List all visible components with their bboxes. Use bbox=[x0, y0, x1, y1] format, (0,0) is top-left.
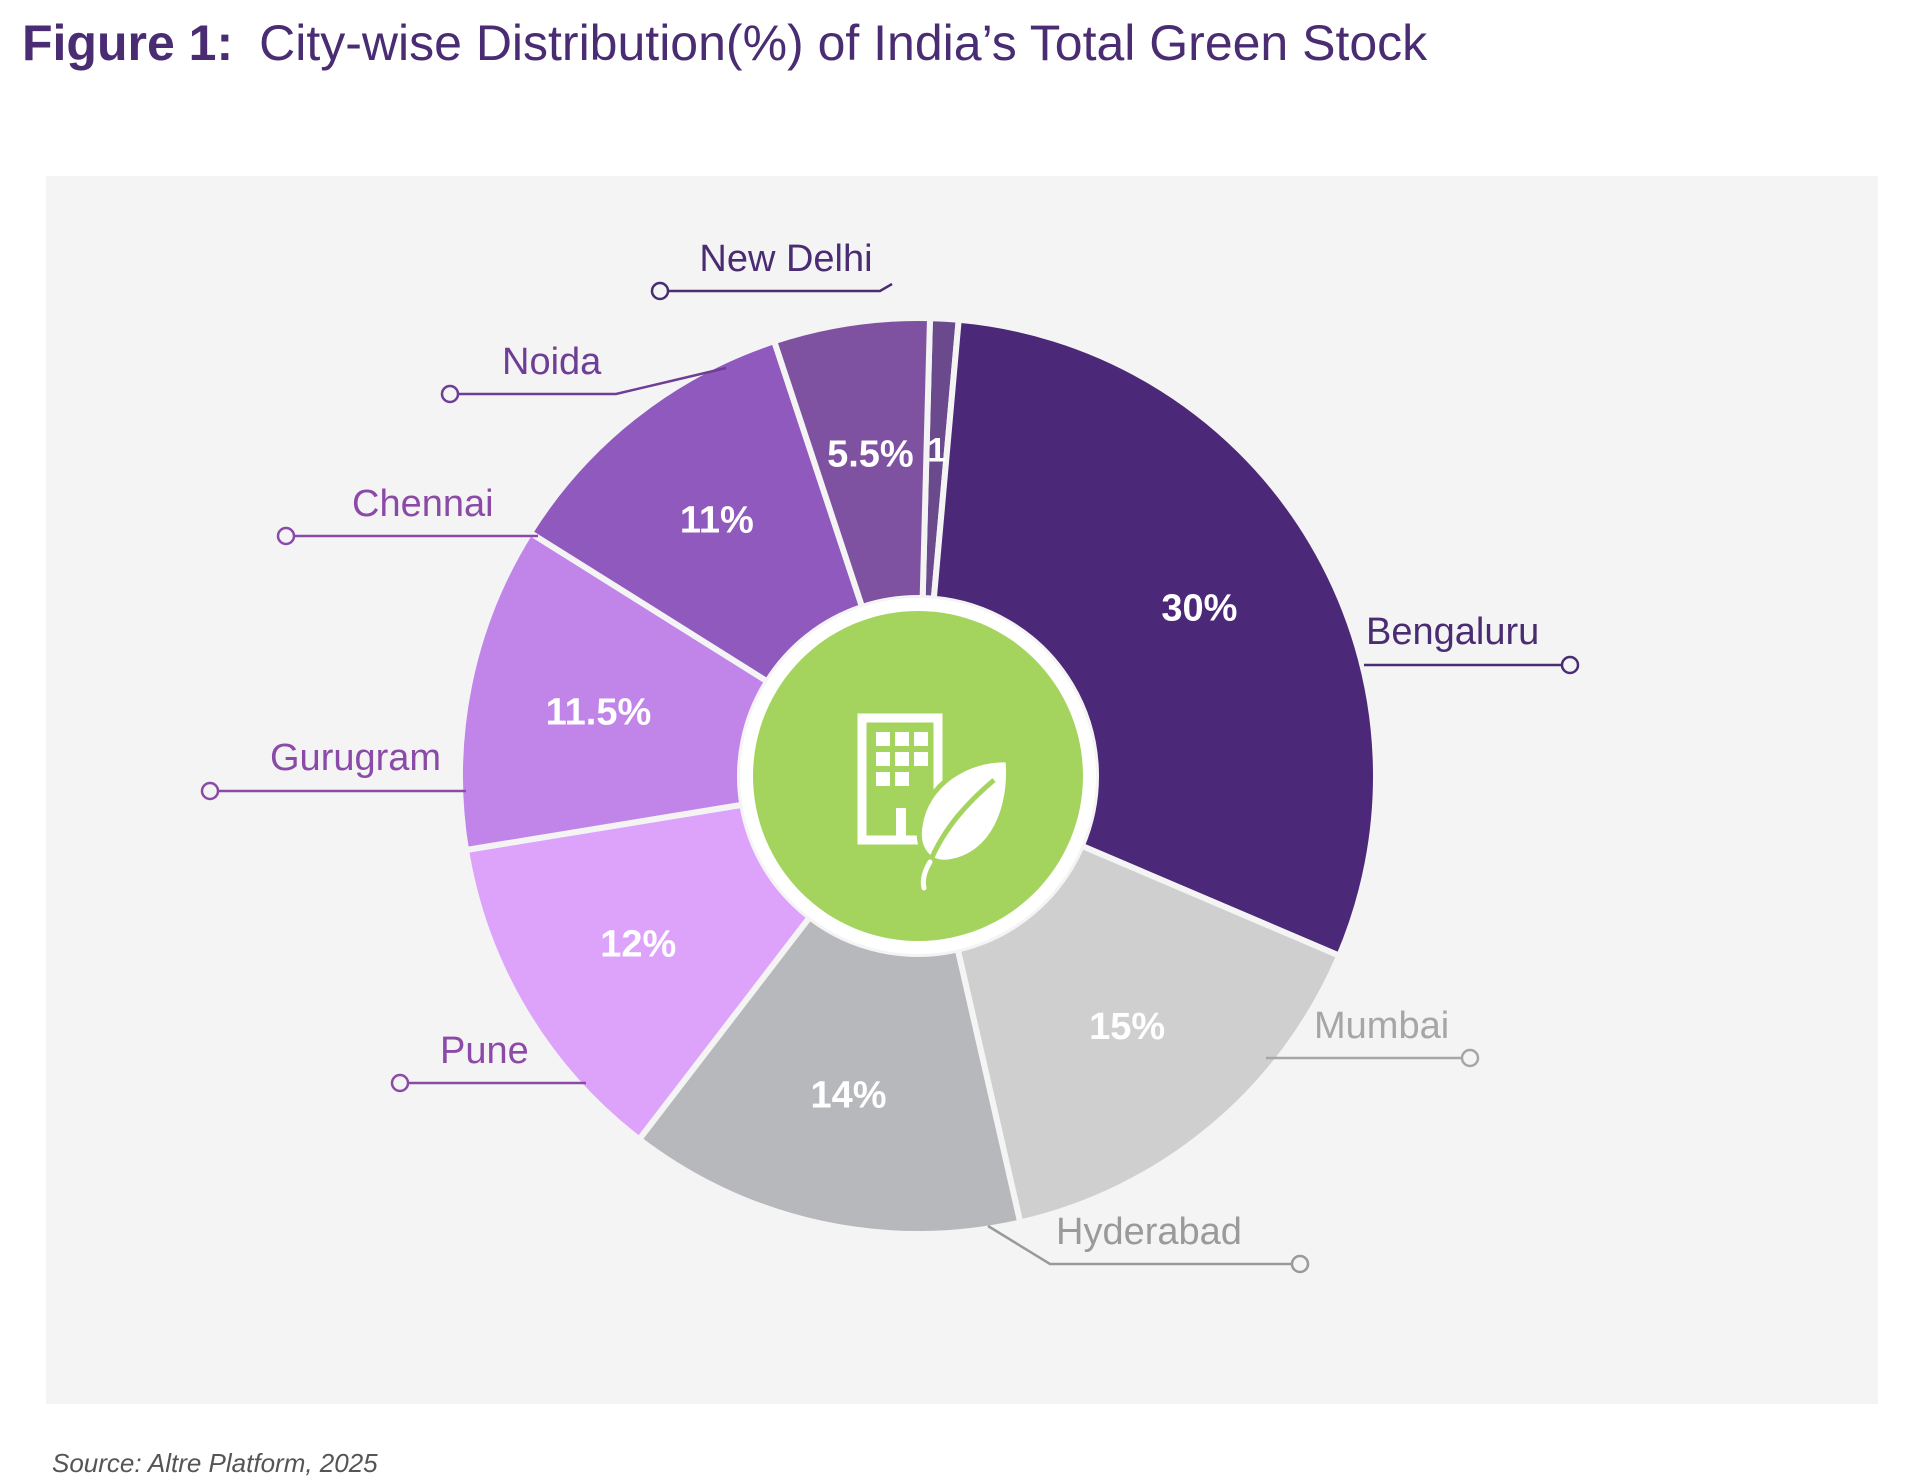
value-label-chennai: 11% bbox=[680, 499, 754, 541]
value-label-mumbai: 15% bbox=[1089, 1006, 1165, 1048]
value-label-noida: 5.5% bbox=[827, 433, 914, 475]
leader-dot-chennai bbox=[276, 526, 296, 546]
city-label-new-delhi: New Delhi bbox=[699, 238, 872, 280]
value-label-gurugram: 11.5% bbox=[546, 692, 652, 734]
value-label-hyderabad: 14% bbox=[811, 1075, 887, 1117]
leader-dot-gurugram bbox=[200, 781, 220, 801]
leader-line-hyderabad bbox=[987, 1224, 1292, 1266]
city-label-gurugram: Gurugram bbox=[270, 737, 441, 779]
donut-chart: 1 30% 15% 14% 12% 11.5% 11% 5.5% New Delhi Benga… bbox=[200, 238, 1580, 1274]
source-note: Source: Altre Platform, 2025 bbox=[52, 1448, 378, 1478]
slice-chennai bbox=[525, 337, 866, 686]
green-building-leaf-icon bbox=[857, 713, 1012, 891]
figure-title-text: City-wise Distribution(%) of India’s Tot… bbox=[259, 15, 1428, 71]
city-label-bengaluru: Bengaluru bbox=[1366, 611, 1539, 653]
figure-title: Figure 1: City-wise Distribution(%) of In… bbox=[22, 14, 1427, 72]
city-label-pune: Pune bbox=[440, 1030, 529, 1072]
figure-label: Figure 1: bbox=[22, 15, 234, 71]
leader-dot-new-delhi bbox=[650, 281, 670, 301]
leader-dot-mumbai bbox=[1460, 1048, 1480, 1068]
leader-dot-pune bbox=[390, 1073, 410, 1093]
chart-panel: 1 30% 15% 14% 12% 11.5% 11% 5.5% New Delhi Benga… bbox=[46, 176, 1878, 1404]
value-label-new-delhi: 1 bbox=[927, 432, 946, 470]
leader-dot-hyderabad bbox=[1290, 1254, 1310, 1274]
value-label-bengaluru: 30% bbox=[1161, 588, 1237, 630]
leader-dot-noida bbox=[440, 384, 460, 404]
city-label-mumbai: Mumbai bbox=[1314, 1005, 1449, 1047]
value-label-pune: 12% bbox=[600, 923, 676, 965]
leader-dot-bengaluru bbox=[1560, 655, 1580, 675]
city-label-chennai: Chennai bbox=[352, 483, 494, 525]
city-label-noida: Noida bbox=[502, 341, 602, 383]
center-disc bbox=[753, 611, 1083, 941]
leader-line-noida bbox=[458, 366, 727, 396]
leader-line-new-delhi bbox=[660, 282, 893, 293]
city-label-hyderabad: Hyderabad bbox=[1056, 1211, 1242, 1253]
